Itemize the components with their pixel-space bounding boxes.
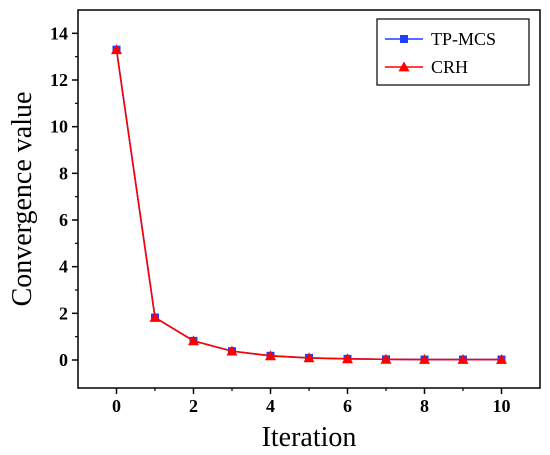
y-tick-label: 14 — [50, 23, 68, 43]
y-tick-label: 8 — [59, 163, 68, 183]
x-tick-label: 10 — [493, 396, 511, 416]
series-tp-mcs — [112, 45, 506, 364]
y-tick-label: 4 — [59, 257, 68, 277]
x-tick-label: 8 — [420, 396, 429, 416]
y-tick-label: 10 — [50, 117, 68, 137]
legend-box — [376, 18, 530, 86]
data-point-marker — [457, 354, 469, 364]
data-point-marker — [419, 354, 430, 364]
y-tick-label: 0 — [59, 350, 68, 370]
x-tick-label: 4 — [266, 396, 275, 416]
series-line — [115, 49, 502, 361]
y-tick-label: 2 — [59, 303, 68, 323]
data-point-marker — [226, 345, 238, 356]
data-point-marker — [265, 350, 276, 361]
y-axis-title: Convergence value — [7, 92, 38, 307]
data-point-marker — [111, 44, 122, 55]
x-tick-label: 6 — [343, 396, 352, 416]
legend-entry: CRH — [385, 57, 468, 77]
axis-ticks: 0 2 4 6 8 10 0 2 4 6 8 10 12 14 — [50, 23, 511, 416]
legend-label: TP-MCS — [431, 29, 496, 49]
legend: TP-MCS CRH — [376, 18, 530, 86]
data-point-marker — [188, 335, 199, 346]
legend-entry: TP-MCS — [385, 29, 496, 49]
x-axis-title: Iteration — [262, 422, 357, 453]
data-point-marker — [380, 353, 392, 364]
data-point-marker — [342, 353, 353, 364]
x-tick-label: 2 — [189, 396, 198, 416]
series-line — [115, 49, 502, 361]
y-tick-label: 6 — [59, 210, 68, 230]
data-point-marker — [149, 312, 161, 322]
y-tick-label: 12 — [50, 70, 68, 90]
legend-marker — [400, 35, 408, 43]
legend-label: CRH — [431, 57, 468, 77]
data-point-marker — [303, 352, 315, 363]
series-crh — [111, 44, 507, 364]
x-tick-label: 0 — [112, 396, 121, 416]
legend-marker — [398, 61, 410, 72]
series-layer — [111, 44, 507, 364]
data-point-marker — [496, 354, 507, 364]
